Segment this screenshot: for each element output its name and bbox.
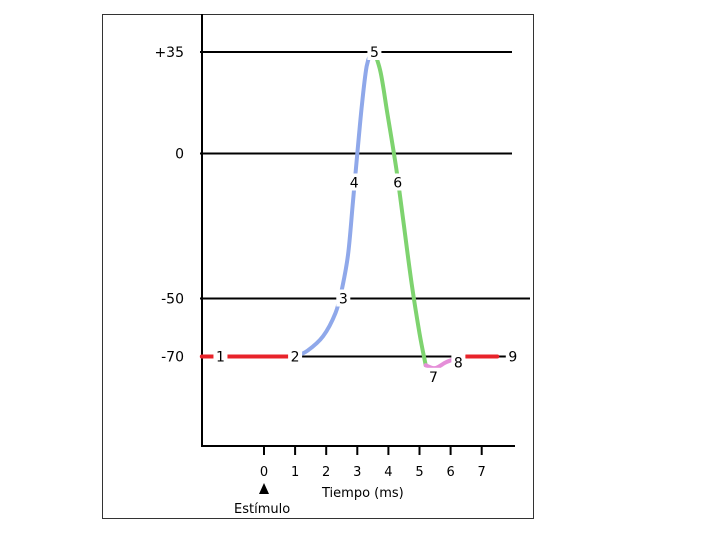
series-line-4	[423, 357, 456, 371]
chart-frame	[102, 14, 534, 519]
point-label: 2	[291, 350, 300, 366]
axes	[201, 14, 515, 447]
y-tick-label: -70	[161, 350, 184, 366]
point-label: 9	[508, 350, 517, 366]
point-label-bg	[213, 347, 228, 365]
x-tick-label: 5	[415, 465, 423, 480]
point-label: 5	[370, 45, 379, 61]
point-label-bg	[426, 367, 441, 385]
point-label-bg	[505, 347, 520, 365]
point-labels: 1 2 3 4 5 6 78 9	[213, 43, 520, 386]
point-label: 3	[339, 292, 348, 308]
point-label-bg	[451, 353, 466, 371]
x-tick-label: 3	[353, 465, 361, 480]
x-axis-label: Tiempo (ms)	[321, 486, 404, 501]
x-tick-label: 4	[384, 465, 392, 480]
point-label-bg	[288, 347, 303, 365]
y-tick-label: +35	[154, 45, 184, 61]
x-tick-label: 6	[446, 465, 454, 480]
grid-lines	[200, 51, 530, 358]
point-label-bg	[367, 43, 382, 60]
point-label: 8	[454, 355, 463, 371]
x-tick-label: 7	[478, 465, 486, 480]
point-label-bg	[336, 289, 351, 307]
point-label: 6	[393, 176, 402, 192]
series-lines	[199, 50, 500, 371]
x-tick-label: 1	[291, 465, 299, 480]
point-label-bg	[347, 173, 362, 191]
y-tick-label: 0	[175, 147, 184, 163]
point-label: 4	[350, 176, 359, 192]
y-tick-label: -50	[161, 292, 184, 308]
series-line-3	[372, 50, 428, 368]
x-tick-labels: 0 1 2 3 4 5 6 7	[260, 446, 486, 480]
y-tick-labels: +35 0 -50 -70	[154, 45, 184, 366]
point-label: 1	[216, 350, 225, 366]
x-tick-label: 0	[260, 465, 268, 480]
series-line-2	[293, 50, 374, 359]
x-tick-label: 2	[322, 465, 330, 480]
point-label: 7	[429, 370, 438, 386]
stimulus-annotation: Estímulo	[234, 502, 290, 517]
point-label-bg	[390, 173, 405, 191]
stimulus-arrow-icon	[259, 483, 269, 494]
